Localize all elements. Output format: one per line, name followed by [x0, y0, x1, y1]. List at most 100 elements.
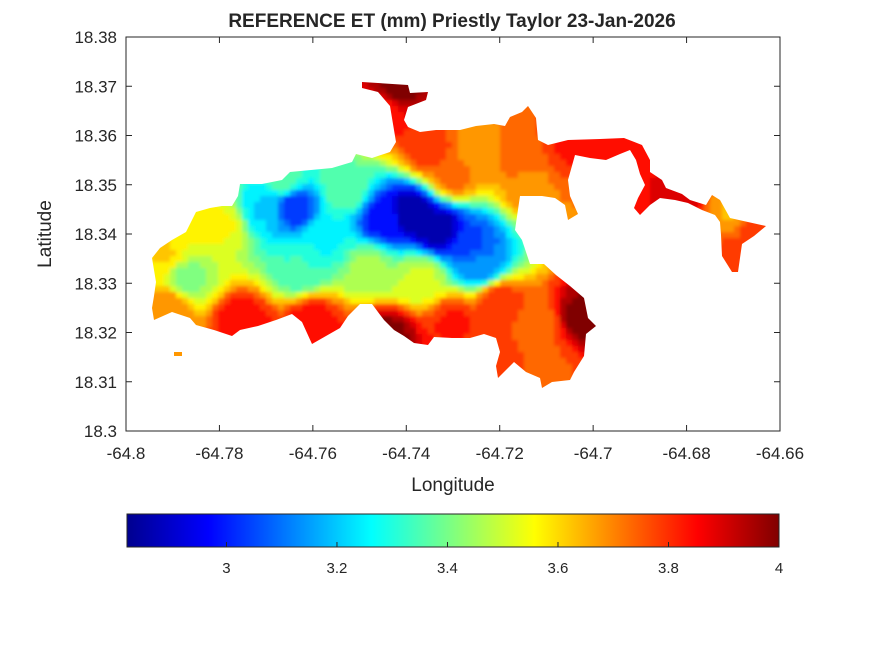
et-field-cell: [212, 304, 219, 311]
et-field-cell: [494, 154, 501, 161]
et-field-cell: [488, 142, 495, 149]
et-field-cell: [488, 298, 495, 305]
et-field-cell: [350, 250, 357, 257]
et-field-cell: [332, 268, 339, 275]
et-field-cell: [572, 334, 579, 341]
et-field-cell: [194, 280, 201, 287]
et-field-cell: [524, 292, 531, 299]
et-field-cell: [416, 130, 423, 137]
et-field-cell: [524, 106, 531, 113]
et-field-cell: [152, 286, 159, 293]
et-field-cell: [500, 328, 507, 335]
et-field-cell: [182, 274, 189, 281]
et-field-cell: [446, 256, 453, 263]
et-field-cell: [620, 148, 627, 155]
et-field-cell: [410, 292, 417, 299]
et-field-cell: [554, 298, 561, 305]
et-field-cell: [332, 166, 339, 173]
et-field-cell: [428, 190, 435, 197]
et-field-cell: [314, 304, 321, 311]
et-field-cell: [380, 292, 387, 299]
et-field-cell: [470, 274, 477, 281]
et-field-cell: [428, 202, 435, 209]
et-field-cell: [512, 262, 519, 269]
et-field-cell: [368, 82, 375, 89]
et-field-cell: [548, 172, 555, 179]
et-field-cell: [152, 292, 159, 299]
et-field-cell: [344, 214, 351, 221]
et-field-cell: [332, 304, 339, 311]
et-field-cell: [326, 298, 333, 305]
et-field-cell: [632, 148, 639, 155]
et-field-cell: [518, 310, 525, 317]
et-field-cell: [374, 292, 381, 299]
et-field-cell: [446, 280, 453, 287]
et-field-cell: [224, 280, 231, 287]
et-field-cell: [566, 322, 573, 329]
et-field-cell: [560, 310, 567, 317]
et-field-cell: [374, 214, 381, 221]
et-field-cell: [500, 148, 507, 155]
et-field-cell: [500, 190, 507, 197]
et-field-cell: [500, 238, 507, 245]
et-field-cell: [308, 280, 315, 287]
et-field-cell: [464, 202, 471, 209]
et-field-cell: [614, 142, 621, 149]
et-field-cell: [452, 172, 459, 179]
et-field-cell: [368, 256, 375, 263]
et-field-cell: [338, 244, 345, 251]
et-field-cell: [638, 208, 645, 215]
et-field-cell: [248, 292, 255, 299]
et-field-cell: [482, 214, 489, 221]
et-field-cell: [494, 334, 501, 341]
et-field-cell: [398, 94, 405, 101]
et-field-cell: [398, 304, 405, 311]
et-field-cell: [212, 322, 219, 329]
et-field-cell: [416, 262, 423, 269]
et-field-cell: [374, 190, 381, 197]
et-field-cell: [266, 214, 273, 221]
et-field-cell: [302, 202, 309, 209]
et-field-cell: [290, 310, 297, 317]
et-field-cell: [476, 202, 483, 209]
et-field-cell: [218, 214, 225, 221]
et-field-cell: [404, 280, 411, 287]
et-field-cell: [416, 160, 423, 167]
et-field-cell: [428, 172, 435, 179]
et-field-cell: [350, 304, 357, 311]
et-field-cell: [530, 292, 537, 299]
et-field-cell: [500, 220, 507, 227]
et-field-cell: [494, 328, 501, 335]
et-field-cell: [398, 274, 405, 281]
et-field-cell: [434, 274, 441, 281]
et-field-cell: [176, 304, 183, 311]
et-field-cell: [548, 178, 555, 185]
et-field-cell: [308, 214, 315, 221]
et-field-cell: [248, 256, 255, 263]
et-field-cell: [182, 250, 189, 257]
et-field-cell: [422, 244, 429, 251]
et-field-cell: [446, 274, 453, 281]
et-field-cell: [488, 238, 495, 245]
et-field-cell: [350, 274, 357, 281]
et-field-cell: [338, 304, 345, 311]
et-field-cell: [440, 196, 447, 203]
et-field-cell: [296, 310, 303, 317]
et-field-cell: [398, 250, 405, 257]
et-field-cell: [248, 208, 255, 215]
et-field-cell: [458, 136, 465, 143]
et-field-cell: [566, 346, 573, 353]
et-field-cell: [524, 286, 531, 293]
et-field-cell: [164, 310, 171, 317]
et-field-cell: [152, 274, 159, 281]
et-field-cell: [392, 82, 399, 89]
et-field-cell: [428, 304, 435, 311]
et-field-cell: [548, 334, 555, 341]
et-field-cell: [560, 322, 567, 329]
et-field-cell: [380, 286, 387, 293]
et-field-cell: [644, 160, 651, 167]
et-field-cell: [482, 208, 489, 215]
et-field-cell: [182, 256, 189, 263]
et-field-cell: [476, 130, 483, 137]
et-field-cell: [314, 190, 321, 197]
